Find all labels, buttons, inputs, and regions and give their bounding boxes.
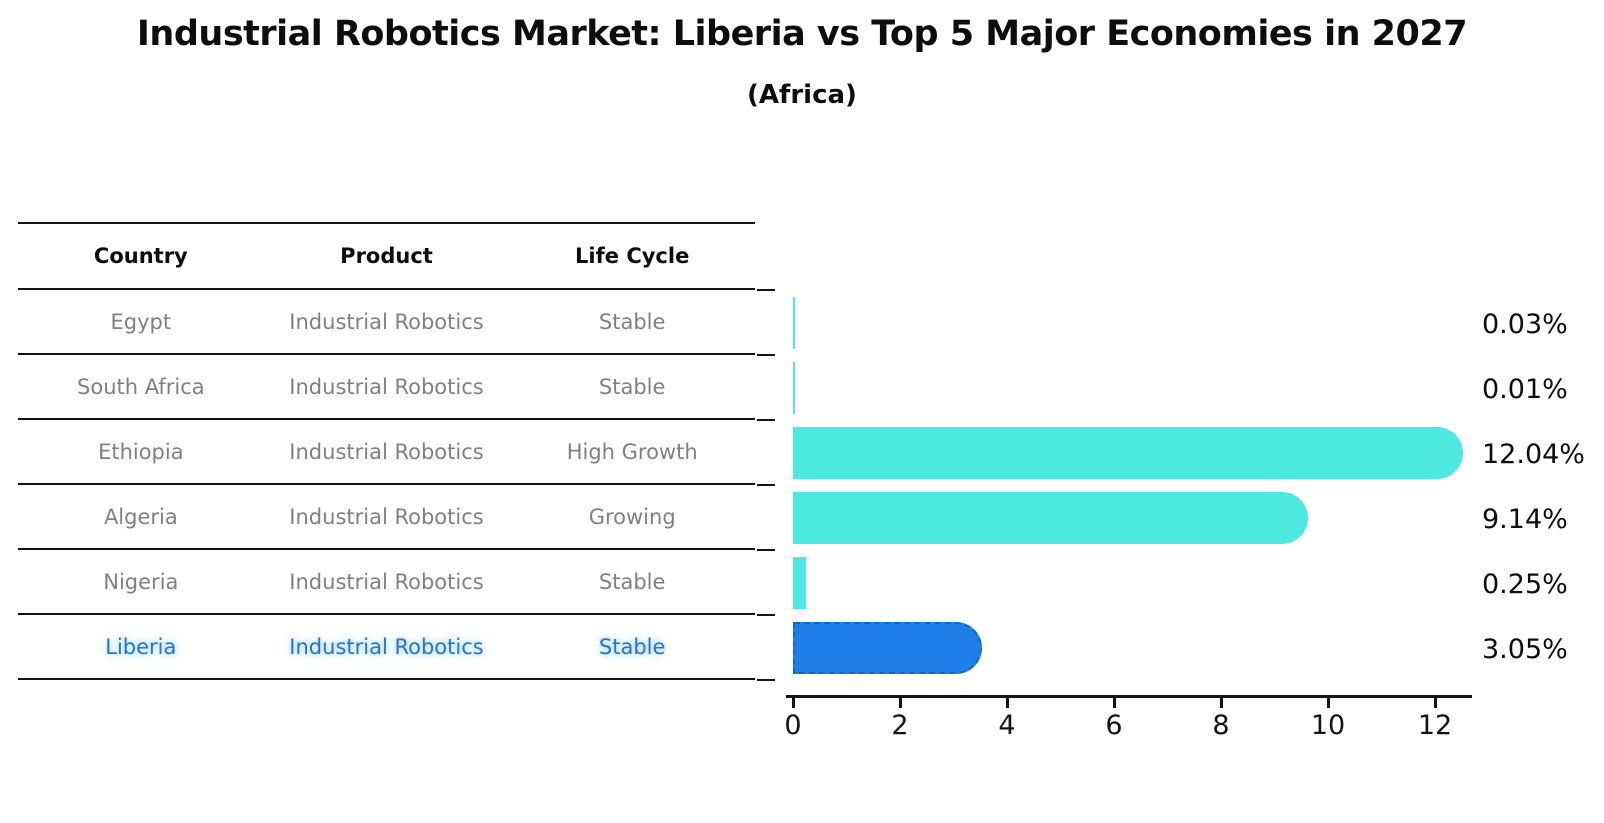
- table-row: Nigeria Industrial Robotics Stable: [18, 550, 755, 615]
- table-header-row: Country Product Life Cycle: [18, 224, 755, 290]
- bar-south-africa: [793, 361, 795, 414]
- x-axis-tick: [1220, 697, 1223, 708]
- x-axis-tick: [1434, 697, 1437, 708]
- cell-product: Industrial Robotics: [289, 439, 484, 464]
- cell-product: Industrial Robotics: [289, 309, 484, 334]
- x-axis-tick: [899, 697, 902, 708]
- cell-life-cycle: Stable: [598, 634, 666, 659]
- x-axis-tick-label: 2: [891, 710, 909, 741]
- cell-country: Algeria: [103, 504, 178, 529]
- cell-life-cycle: Stable: [598, 309, 666, 334]
- x-axis-line: [786, 695, 1472, 698]
- cell-life-cycle: Stable: [598, 569, 666, 594]
- table-row: Ethiopia Industrial Robotics High Growth: [18, 420, 755, 485]
- y-axis-tick: [757, 419, 775, 421]
- chart-title: Industrial Robotics Market: Liberia vs T…: [136, 14, 1468, 54]
- cell-country: Egypt: [110, 309, 172, 334]
- table-row: South Africa Industrial Robotics Stable: [18, 355, 755, 420]
- y-axis-tick: [757, 289, 775, 291]
- bar-ethiopia: [793, 426, 1464, 479]
- bar-value-label: 0.03%: [1482, 308, 1568, 340]
- bar-nigeria: [793, 556, 807, 609]
- y-axis-tick: [757, 614, 775, 616]
- table-row: Egypt Industrial Robotics Stable: [18, 290, 755, 355]
- column-header-country: Country: [93, 244, 188, 268]
- y-axis-tick: [757, 484, 775, 486]
- table-row: Algeria Industrial Robotics Growing: [18, 485, 755, 550]
- cell-country: South Africa: [77, 374, 205, 399]
- cell-product: Industrial Robotics: [289, 374, 484, 399]
- x-axis-tick: [792, 697, 795, 708]
- cell-life-cycle: Growing: [588, 504, 676, 529]
- bar-algeria: [793, 491, 1308, 544]
- x-axis-tick: [1327, 697, 1330, 708]
- cell-product: Industrial Robotics: [289, 569, 484, 594]
- x-axis-tick-label: 10: [1310, 710, 1346, 741]
- cell-country: Liberia: [105, 634, 177, 659]
- bar-value-label: 12.04%: [1482, 438, 1585, 470]
- y-axis-tick: [757, 679, 775, 681]
- cell-life-cycle: High Growth: [566, 439, 698, 464]
- x-axis-tick-label: 8: [1212, 710, 1230, 741]
- x-axis-tick-label: 6: [1105, 710, 1123, 741]
- country-table: Country Product Life Cycle Egypt Industri…: [18, 222, 755, 680]
- cell-country: Nigeria: [103, 569, 179, 594]
- cell-country: Ethiopia: [98, 439, 184, 464]
- bar-value-label: 3.05%: [1482, 633, 1568, 665]
- bar-egypt: [793, 296, 795, 349]
- y-axis-tick: [757, 354, 775, 356]
- x-axis-tick-label: 12: [1417, 710, 1453, 741]
- column-header-life-cycle: Life Cycle: [575, 244, 690, 268]
- bar-value-label: 0.01%: [1482, 373, 1568, 405]
- x-axis-tick-label: 4: [998, 710, 1016, 741]
- x-axis-tick-label: 0: [784, 710, 802, 741]
- bar-value-label: 9.14%: [1482, 503, 1568, 535]
- cell-life-cycle: Stable: [598, 374, 666, 399]
- table-row: Liberia Industrial Robotics Stable: [18, 615, 755, 680]
- cell-product: Industrial Robotics: [289, 634, 484, 659]
- table-body: Egypt Industrial Robotics Stable South Afri…: [18, 290, 755, 680]
- x-axis-tick: [1113, 697, 1116, 708]
- chart-subtitle: (Africa): [747, 80, 857, 110]
- cell-product: Industrial Robotics: [289, 504, 484, 529]
- column-header-product: Product: [340, 244, 433, 268]
- bar-liberia: [793, 621, 983, 674]
- y-axis-tick: [757, 549, 775, 551]
- x-axis-tick: [1006, 697, 1009, 708]
- bar-value-label: 0.25%: [1482, 568, 1568, 600]
